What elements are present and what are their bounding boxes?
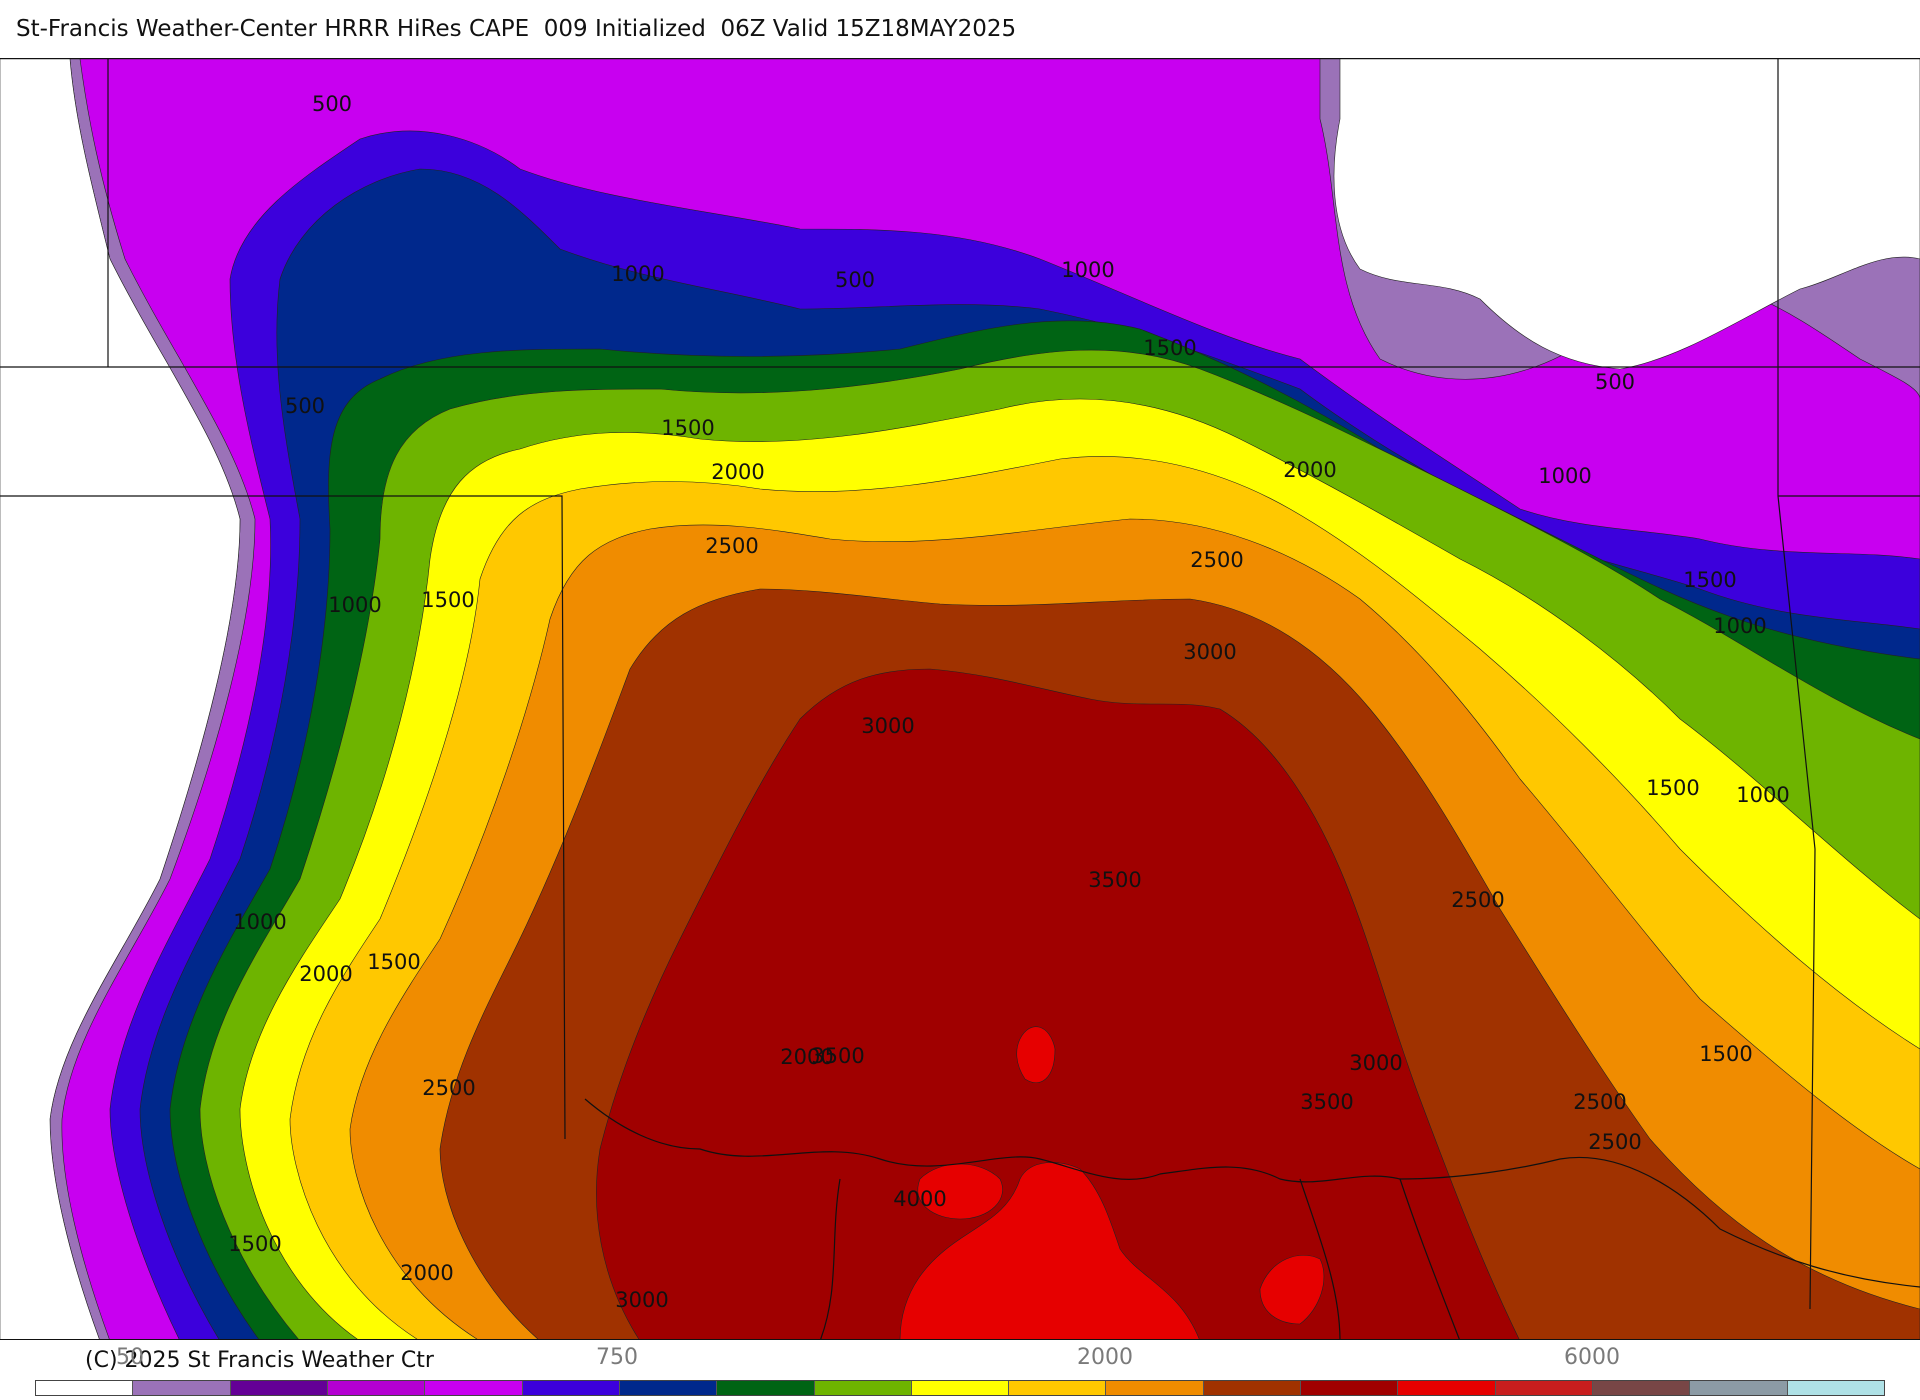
colorbar-tick-label: 750: [596, 1345, 638, 1370]
contour-label: 2500: [1588, 1130, 1641, 1154]
contour-label: 3000: [1183, 640, 1236, 664]
contour-label: 3000: [615, 1288, 668, 1312]
contour-label: 1000: [611, 262, 664, 286]
colorbar-segment: [814, 1381, 912, 1395]
colorbar-segment: [717, 1381, 815, 1395]
contour-label: 1000: [1736, 783, 1789, 807]
contour-label: 3500: [811, 1044, 864, 1068]
colorbar-segment: [1203, 1381, 1302, 1395]
colorbar-segment: [230, 1381, 328, 1395]
contour-label: 2000: [1283, 458, 1336, 482]
colorbar-segment: [1106, 1381, 1204, 1395]
contour-label: 2000: [711, 460, 764, 484]
contour-label: 1000: [1538, 464, 1591, 488]
cape-map: 500 500 1000 500 1000 1500 500 1500 2000 2000 1000…: [0, 58, 1920, 1340]
contour-label: 500: [835, 268, 875, 292]
colorbar-segment: [133, 1381, 231, 1395]
colorbar-segment: [911, 1381, 1010, 1395]
colorbar-tick-label: 50: [116, 1345, 144, 1370]
contour-label: 1000: [1713, 614, 1766, 638]
colorbar-segment: [1495, 1381, 1593, 1395]
contour-label: 3500: [1300, 1090, 1353, 1114]
colorbar-segment: [36, 1381, 134, 1395]
colorbar-segment: [1009, 1381, 1107, 1395]
contour-label: 2000: [299, 962, 352, 986]
colorbar-segment: [1593, 1381, 1691, 1395]
contour-label: 1500: [421, 588, 474, 612]
map-title: St-Francis Weather-Center HRRR HiRes CAP…: [16, 16, 1017, 42]
cape-fill-bands: [49, 59, 1920, 1339]
contour-label: 4000: [893, 1187, 946, 1211]
contour-label: 2000: [780, 1045, 833, 1069]
colorbar-segment: [522, 1381, 620, 1395]
contour-label: 1500: [661, 416, 714, 440]
contour-label: 2000: [400, 1261, 453, 1285]
contour-label: 2500: [1573, 1090, 1626, 1114]
colorbar-segment: [1690, 1381, 1788, 1395]
copyright-notice: (C) 2025 St Francis Weather Ctr: [85, 1348, 434, 1373]
state-boundaries: [0, 59, 1920, 1339]
contour-label: 1000: [328, 593, 381, 617]
cape-colorbar: [35, 1380, 1885, 1396]
contour-label: 1500: [1143, 336, 1196, 360]
colorbar-segment: [1301, 1381, 1399, 1395]
colorbar-segment: [327, 1381, 426, 1395]
colorbar-tick-label: 6000: [1564, 1345, 1620, 1370]
contour-labels: 500 500 1000 500 1000 1500 500 1500 2000 2000 1000…: [228, 92, 1789, 1312]
contour-label: 2500: [705, 534, 758, 558]
colorbar-segment: [425, 1381, 523, 1395]
contour-label: 1500: [1699, 1042, 1752, 1066]
contour-label: 2500: [422, 1076, 475, 1100]
contour-label: 500: [1595, 370, 1635, 394]
contour-label: 3500: [1088, 868, 1141, 892]
contour-label: 2500: [1190, 548, 1243, 572]
colorbar-segment: [1787, 1381, 1884, 1395]
no-data-region: [0, 59, 1920, 1339]
colorbar-tick-label: 2000: [1077, 1345, 1133, 1370]
contour-label: 3000: [861, 714, 914, 738]
contour-label: 1500: [1683, 568, 1736, 592]
contour-label: 1500: [228, 1232, 281, 1256]
contour-label: 500: [285, 394, 325, 418]
colorbar-segment: [619, 1381, 718, 1395]
contour-label: 1000: [1061, 258, 1114, 282]
colorbar-segment: [1398, 1381, 1496, 1395]
contour-label: 3000: [1349, 1051, 1402, 1075]
contour-label: 1500: [367, 950, 420, 974]
contour-label: 2500: [1451, 888, 1504, 912]
contour-label: 1500: [1646, 776, 1699, 800]
contour-label: 500: [312, 92, 352, 116]
contour-label: 1000: [233, 910, 286, 934]
